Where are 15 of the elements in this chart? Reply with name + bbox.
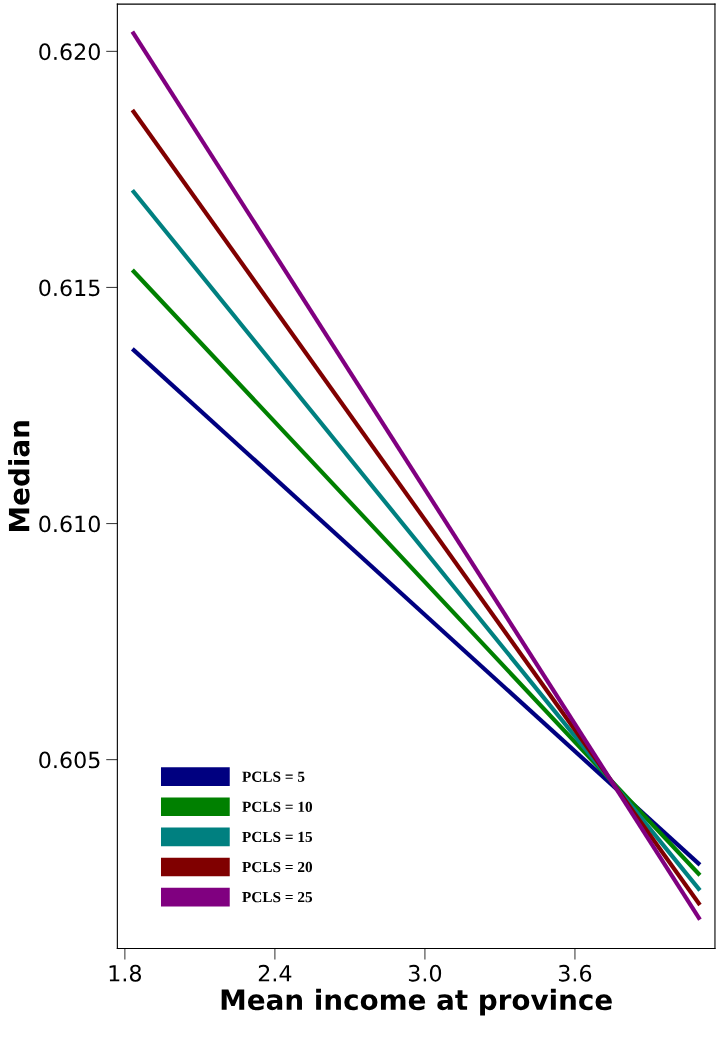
legend-label: PCLS = 15	[242, 831, 313, 843]
y-tick-label: 0.610	[39, 515, 100, 533]
legend-label: PCLS = 10	[242, 801, 313, 812]
y-tick-label: 0.615	[39, 279, 100, 297]
x-tick-label: 3.6	[558, 964, 592, 982]
legend-label: PCLS = 25	[242, 892, 313, 903]
x-tick-label: 1.8	[109, 964, 142, 982]
y-axis-title: Median	[8, 421, 30, 531]
x-tick-label: 3.0	[408, 964, 442, 982]
x-tick-label: 2.4	[258, 964, 292, 982]
x-axis-title: Mean income at province	[221, 988, 612, 1016]
legend-label: PCLS = 5	[242, 771, 305, 782]
y-tick-label: 0.605	[39, 751, 100, 769]
y-tick-label: 0.620	[39, 43, 100, 61]
legend-label: PCLS = 20	[242, 861, 313, 873]
